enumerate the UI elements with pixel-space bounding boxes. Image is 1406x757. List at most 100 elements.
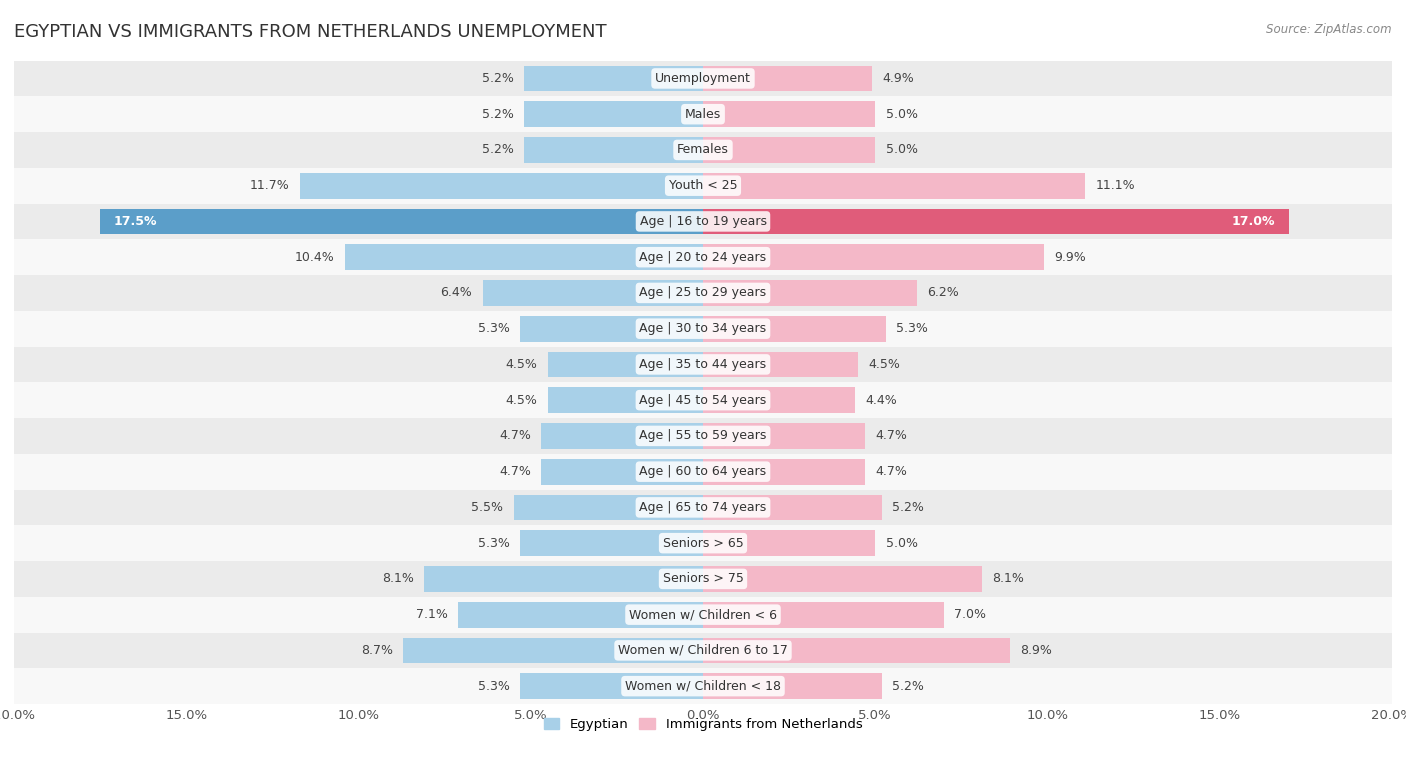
Bar	[299, 173, 703, 198]
Text: Women w/ Children < 6: Women w/ Children < 6	[628, 608, 778, 621]
Bar	[14, 418, 1392, 453]
Bar	[703, 494, 882, 520]
Text: 5.3%: 5.3%	[478, 537, 510, 550]
Bar	[524, 101, 703, 127]
Bar	[541, 423, 703, 449]
Bar	[14, 382, 1392, 418]
Bar	[703, 280, 917, 306]
Bar	[14, 561, 1392, 597]
Text: 4.7%: 4.7%	[875, 465, 907, 478]
Text: 5.5%: 5.5%	[471, 501, 503, 514]
Text: 7.0%: 7.0%	[955, 608, 987, 621]
Text: 4.4%: 4.4%	[865, 394, 897, 407]
Text: Males: Males	[685, 107, 721, 120]
Bar	[14, 633, 1392, 668]
Text: Age | 20 to 24 years: Age | 20 to 24 years	[640, 251, 766, 263]
Text: 4.5%: 4.5%	[506, 358, 537, 371]
Text: Youth < 25: Youth < 25	[669, 179, 737, 192]
Text: 4.7%: 4.7%	[499, 465, 531, 478]
Bar	[425, 566, 703, 592]
Text: 6.4%: 6.4%	[440, 286, 472, 300]
Bar	[14, 453, 1392, 490]
Bar	[513, 494, 703, 520]
Bar	[548, 388, 703, 413]
Text: 8.1%: 8.1%	[382, 572, 413, 585]
Bar	[14, 490, 1392, 525]
Text: Seniors > 65: Seniors > 65	[662, 537, 744, 550]
Text: EGYPTIAN VS IMMIGRANTS FROM NETHERLANDS UNEMPLOYMENT: EGYPTIAN VS IMMIGRANTS FROM NETHERLANDS …	[14, 23, 606, 41]
Text: 4.7%: 4.7%	[499, 429, 531, 442]
Bar	[703, 245, 1045, 270]
Bar	[520, 316, 703, 341]
Text: 8.9%: 8.9%	[1019, 644, 1052, 657]
Bar	[14, 132, 1392, 168]
Bar	[14, 204, 1392, 239]
Bar	[703, 423, 865, 449]
Bar	[14, 239, 1392, 275]
Text: Age | 45 to 54 years: Age | 45 to 54 years	[640, 394, 766, 407]
Bar	[404, 637, 703, 663]
Text: 4.5%: 4.5%	[869, 358, 900, 371]
Text: 8.7%: 8.7%	[361, 644, 392, 657]
Text: Age | 35 to 44 years: Age | 35 to 44 years	[640, 358, 766, 371]
Text: Age | 25 to 29 years: Age | 25 to 29 years	[640, 286, 766, 300]
Bar	[703, 173, 1085, 198]
Bar	[703, 566, 981, 592]
Text: Age | 60 to 64 years: Age | 60 to 64 years	[640, 465, 766, 478]
Text: 4.9%: 4.9%	[882, 72, 914, 85]
Text: 9.9%: 9.9%	[1054, 251, 1085, 263]
Text: 11.7%: 11.7%	[250, 179, 290, 192]
Bar	[14, 347, 1392, 382]
Bar	[703, 66, 872, 92]
Bar	[524, 137, 703, 163]
Text: Age | 16 to 19 years: Age | 16 to 19 years	[640, 215, 766, 228]
Bar	[482, 280, 703, 306]
Bar	[703, 602, 945, 628]
Bar	[14, 61, 1392, 96]
Bar	[541, 459, 703, 484]
Bar	[703, 101, 875, 127]
Bar	[548, 351, 703, 377]
Text: 5.2%: 5.2%	[482, 143, 513, 157]
Text: 7.1%: 7.1%	[416, 608, 449, 621]
Text: Unemployment: Unemployment	[655, 72, 751, 85]
Bar	[14, 311, 1392, 347]
Text: 5.2%: 5.2%	[482, 107, 513, 120]
Text: Women w/ Children < 18: Women w/ Children < 18	[626, 680, 780, 693]
Text: 5.0%: 5.0%	[886, 537, 918, 550]
Legend: Egyptian, Immigrants from Netherlands: Egyptian, Immigrants from Netherlands	[538, 712, 868, 736]
Bar	[14, 96, 1392, 132]
Text: 5.3%: 5.3%	[478, 680, 510, 693]
Bar	[703, 531, 875, 556]
Text: Source: ZipAtlas.com: Source: ZipAtlas.com	[1267, 23, 1392, 36]
Text: Females: Females	[678, 143, 728, 157]
Bar	[14, 168, 1392, 204]
Text: 17.5%: 17.5%	[114, 215, 157, 228]
Text: Age | 30 to 34 years: Age | 30 to 34 years	[640, 322, 766, 335]
Text: Age | 65 to 74 years: Age | 65 to 74 years	[640, 501, 766, 514]
Text: 8.1%: 8.1%	[993, 572, 1024, 585]
Text: 5.0%: 5.0%	[886, 143, 918, 157]
Text: 17.0%: 17.0%	[1232, 215, 1275, 228]
Text: 5.3%: 5.3%	[478, 322, 510, 335]
Bar	[524, 66, 703, 92]
Bar	[458, 602, 703, 628]
Bar	[703, 388, 855, 413]
Text: Women w/ Children 6 to 17: Women w/ Children 6 to 17	[619, 644, 787, 657]
Bar	[703, 637, 1010, 663]
Text: Seniors > 75: Seniors > 75	[662, 572, 744, 585]
Text: 5.0%: 5.0%	[886, 107, 918, 120]
Text: 11.1%: 11.1%	[1095, 179, 1135, 192]
Text: 5.3%: 5.3%	[896, 322, 928, 335]
Bar	[14, 597, 1392, 633]
Text: 4.5%: 4.5%	[506, 394, 537, 407]
Text: 5.2%: 5.2%	[893, 680, 924, 693]
Bar	[703, 316, 886, 341]
Text: 5.2%: 5.2%	[893, 501, 924, 514]
Text: 4.7%: 4.7%	[875, 429, 907, 442]
Text: 6.2%: 6.2%	[927, 286, 959, 300]
Bar	[703, 673, 882, 699]
Bar	[344, 245, 703, 270]
Bar	[520, 673, 703, 699]
Text: 10.4%: 10.4%	[295, 251, 335, 263]
